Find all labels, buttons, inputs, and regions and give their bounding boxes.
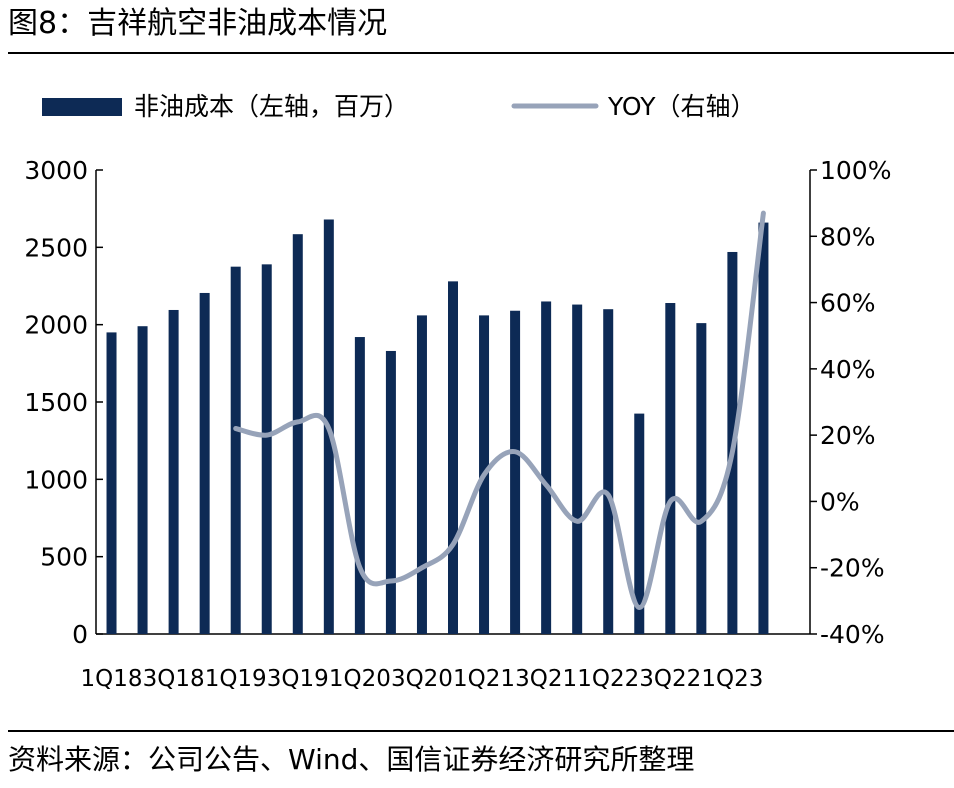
right-axis-tick-label: 40% (820, 355, 876, 384)
legend-bar-label: 非油成本（左轴，百万） (134, 92, 409, 121)
legend-line-label: YOY（右轴） (607, 92, 756, 121)
right-axis-tick-label: 100% (820, 156, 891, 185)
right-axis-tick-label: 0% (820, 487, 860, 516)
x-axis-tick-label: 1Q18 (81, 666, 143, 692)
x-axis-tick-label: 3Q19 (267, 666, 329, 692)
legend: 非油成本（左轴，百万） YOY（右轴） (42, 92, 756, 121)
bar (603, 309, 614, 634)
x-axis-tick-label: 3Q21 (515, 666, 577, 692)
bar (758, 222, 769, 634)
x-axis-tick-label: 3Q22 (639, 666, 701, 692)
bar (292, 234, 303, 635)
bar (137, 326, 148, 634)
right-axis-tick-label: 20% (820, 421, 876, 450)
bar (168, 309, 179, 634)
left-axis-tick-label: 500 (40, 543, 88, 572)
figure-title: 图8：吉祥航空非油成本情况 (8, 6, 388, 41)
bar (261, 264, 272, 634)
bar (634, 413, 645, 634)
bar (199, 292, 210, 634)
bar (416, 315, 427, 634)
bar (354, 337, 365, 634)
x-axis-tick-label: 1Q20 (329, 666, 391, 692)
yoy-line (233, 210, 766, 611)
source-note: 资料来源：公司公告、Wind、国信证券经济研究所整理 (8, 743, 695, 776)
legend-bar-swatch (42, 98, 122, 116)
x-axis-tick-label: 1Q23 (701, 666, 763, 692)
axes: 0 500 1000 1500 2000 2500 3000 -40% -20% 0% 20% 40%… (24, 156, 891, 692)
left-axis-tick-label: 2000 (24, 311, 88, 340)
x-axis-tick-label: 3Q18 (143, 666, 205, 692)
bar (572, 304, 583, 634)
left-axis-tick-label: 0 (72, 620, 88, 649)
left-axis-tick-label: 2500 (24, 233, 88, 262)
bar (665, 303, 676, 634)
chart: 非油成本（左轴，百万） YOY（右轴） 0 500 1000 1500 2000 2500… (24, 92, 891, 692)
x-axis-tick-label: 1Q19 (205, 666, 267, 692)
bar (106, 332, 117, 634)
left-axis-tick-label: 1500 (24, 388, 88, 417)
title-divider (8, 52, 954, 54)
bar (448, 281, 458, 634)
bar (696, 323, 707, 634)
right-axis-tick-label: 60% (820, 289, 876, 318)
bar (385, 350, 396, 634)
bar (510, 310, 521, 634)
bar (541, 301, 552, 634)
right-axis-tick-label: 80% (820, 222, 876, 251)
left-axis-tick-label: 3000 (24, 156, 88, 185)
yoy-series (233, 210, 766, 611)
bar-series (106, 219, 769, 635)
right-axis-tick-label: -20% (820, 554, 885, 583)
right-axis-tick-label: -40% (820, 620, 885, 649)
source-divider (8, 730, 954, 732)
x-axis-tick-label: 1Q21 (453, 666, 515, 692)
x-axis-tick-label: 3Q20 (391, 666, 453, 692)
bar (230, 266, 241, 634)
x-axis-tick-label: 1Q22 (577, 666, 639, 692)
left-axis-tick-label: 1000 (24, 465, 88, 494)
